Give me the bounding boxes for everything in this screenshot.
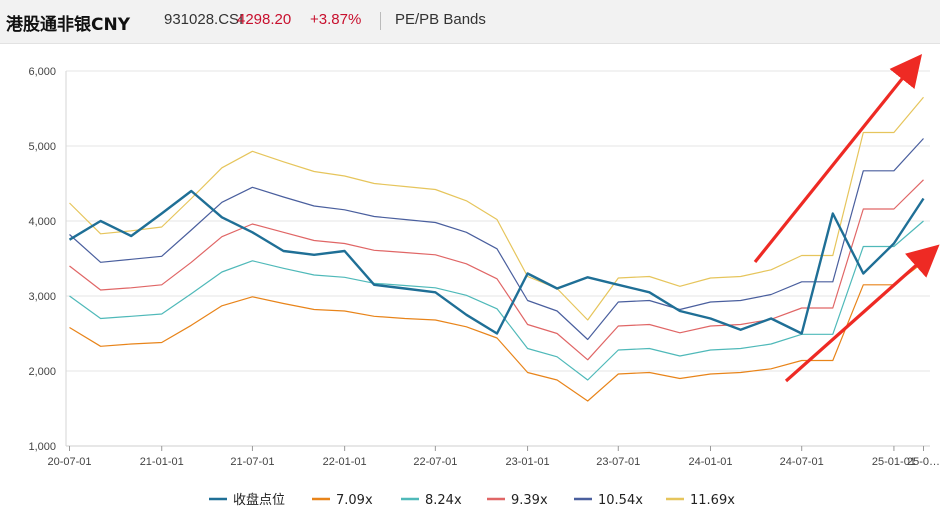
series-line (69, 261, 924, 402)
x-tick-label: 21-07-01 (230, 456, 274, 468)
legend-item[interactable]: 11.69x (666, 493, 735, 508)
y-tick-label: 5,000 (28, 141, 56, 153)
series-line (69, 179, 924, 361)
y-tick-label: 2,000 (28, 366, 56, 378)
annotations (753, 54, 940, 383)
grid-lines (65, 70, 930, 447)
x-tick-label: 23-01-01 (506, 456, 550, 468)
index-change: +3.87% (310, 11, 362, 28)
legend-item[interactable]: 8.24x (401, 493, 462, 508)
series-line (68, 189, 925, 335)
legend-item[interactable]: 9.39x (487, 493, 548, 508)
legend-label: 7.09x (336, 493, 373, 508)
header-separator (380, 12, 381, 30)
legend-label: 8.24x (425, 493, 462, 508)
y-axis: 1,000 2,000 3,000 4,000 5,000 6,000 (28, 66, 56, 453)
x-tick-label: 25-0… (907, 456, 940, 468)
x-tick-label: 22-07-01 (413, 456, 457, 468)
legend: 收盘点位 7.09x 8.24x 9.39x 10.54x 11.69x (209, 492, 735, 508)
index-price: 4298.20 (237, 11, 292, 28)
x-tick-label: 24-07-01 (780, 456, 824, 468)
x-tick-label: 22-01-01 (323, 456, 367, 468)
index-name: 港股通非银CNY (6, 15, 131, 35)
series-lines (68, 96, 925, 402)
trend-arrow (784, 244, 940, 383)
series-line (69, 220, 924, 381)
legend-item[interactable]: 7.09x (312, 493, 373, 508)
chart-header: 港股通非银CNY 931028.CSI 4298.20 +3.87% PE/PB… (0, 0, 940, 44)
legend-label: 10.54x (598, 493, 643, 508)
x-tick-label: 23-07-01 (596, 456, 640, 468)
x-tick-label: 25-01-01 (872, 456, 916, 468)
y-tick-label: 3,000 (28, 291, 56, 303)
x-tick-label: 24-01-01 (688, 456, 732, 468)
y-tick-label: 4,000 (28, 216, 56, 228)
series-line (69, 96, 924, 321)
index-code: 931028.CSI (164, 11, 244, 28)
x-tick-label: 21-01-01 (140, 456, 184, 468)
y-tick-label: 6,000 (28, 66, 56, 78)
legend-label: 收盘点位 (233, 492, 285, 508)
legend-label: 11.69x (690, 493, 735, 508)
series-line (69, 138, 924, 341)
x-axis: 20-07-01 21-01-01 21-07-01 22-01-01 22-07-01… (47, 446, 940, 468)
chart-type-label[interactable]: PE/PB Bands (395, 11, 486, 28)
legend-item[interactable]: 收盘点位 (209, 492, 285, 508)
x-tick-label: 20-07-01 (47, 456, 91, 468)
y-tick-label: 1,000 (28, 441, 56, 453)
trend-arrow (753, 54, 923, 264)
legend-label: 9.39x (511, 493, 548, 508)
legend-item[interactable]: 10.54x (574, 493, 643, 508)
